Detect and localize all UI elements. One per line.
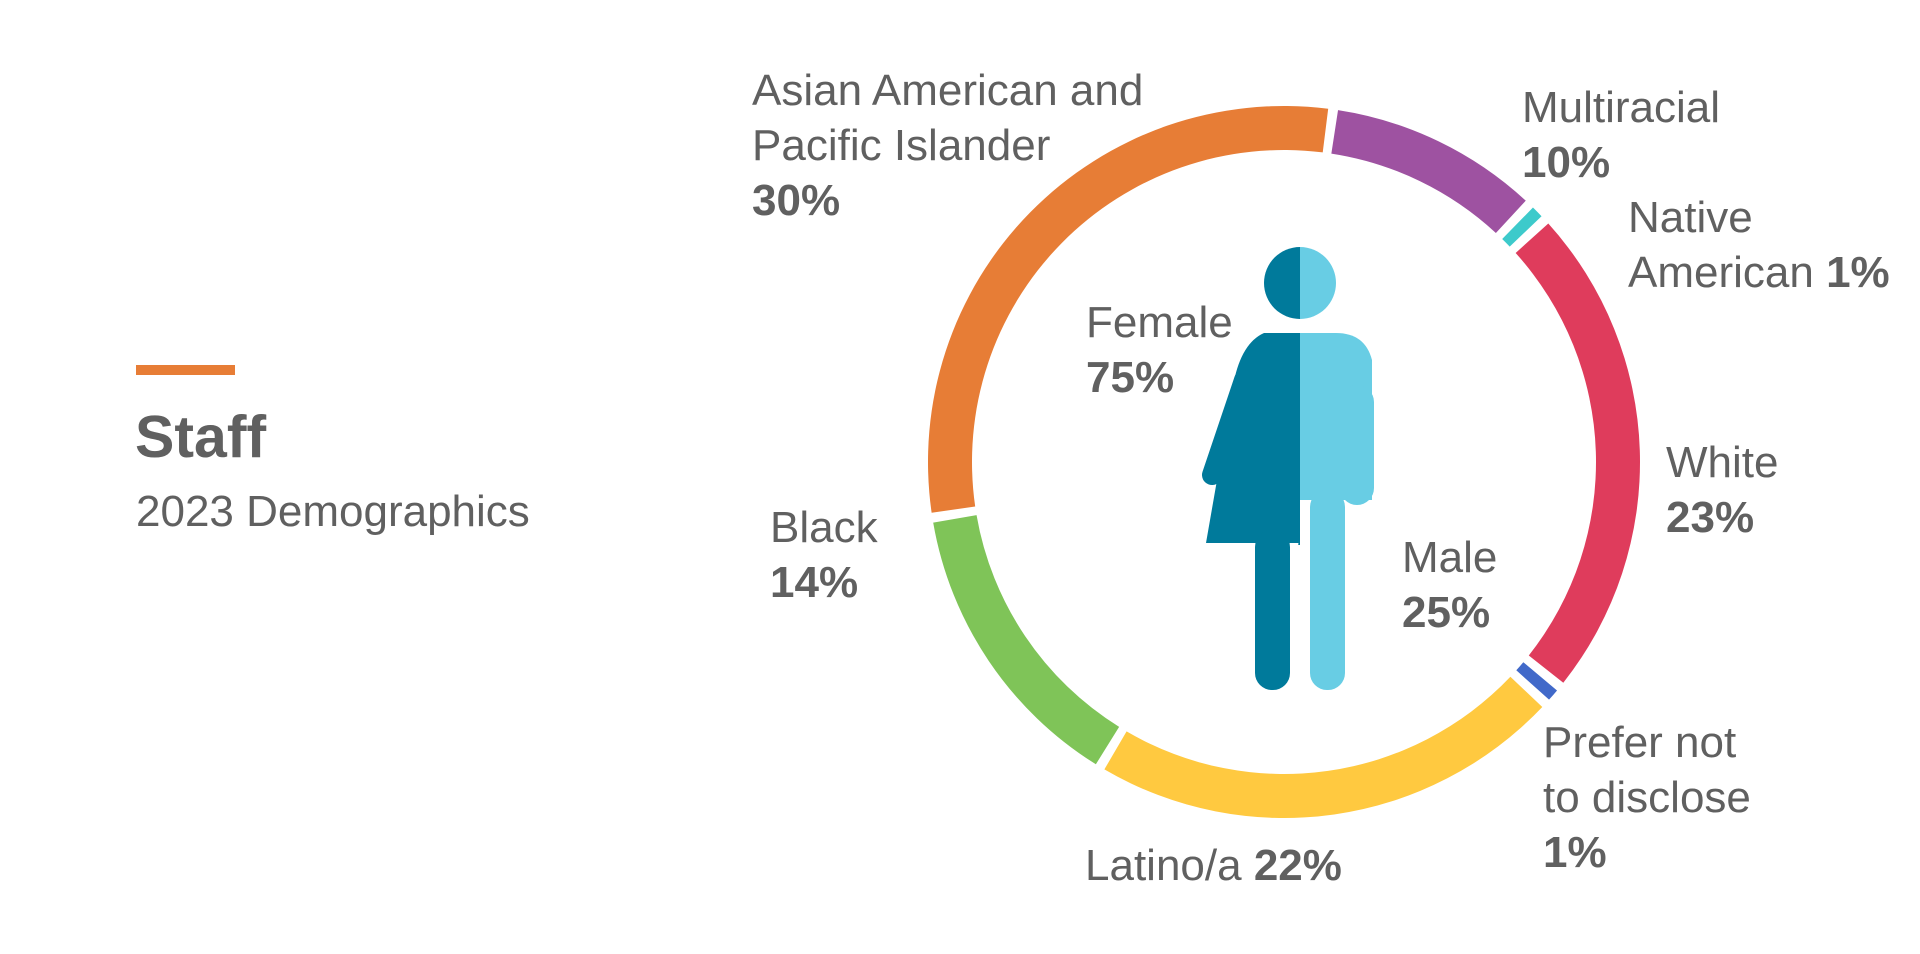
label-aapi-line1: Asian American and [752, 66, 1144, 115]
label-male-name: Male [1402, 533, 1498, 582]
label-aapi: Asian American and Pacific Islander 30% [752, 63, 1143, 228]
page-title: Staff [135, 404, 267, 470]
label-prefer-value: 1% [1543, 828, 1607, 877]
label-multiracial: Multiracial 10% [1522, 80, 1720, 190]
label-aapi-line2: Pacific Islander [752, 121, 1051, 170]
label-female-value: 75% [1086, 353, 1175, 402]
label-multiracial-name: Multiracial [1522, 83, 1721, 132]
label-latino-name: Latino/a [1085, 841, 1242, 890]
ring-segment-latino-a [1104, 676, 1543, 818]
ring-segments [928, 105, 1641, 818]
label-female: Female 75% [1086, 295, 1233, 405]
page-subtitle: 2023 Demographics [136, 487, 530, 536]
label-native-line2: American [1628, 248, 1814, 297]
female-half-icon [1202, 247, 1300, 690]
ring-segment-asian-american-and-pacific-islander [928, 105, 1329, 513]
ring-segment-white [1515, 223, 1641, 683]
label-prefer-line1: Prefer not [1543, 718, 1737, 767]
label-latino: Latino/a 22% [1085, 838, 1342, 893]
label-prefer-not: Prefer not to disclose 1% [1543, 715, 1751, 880]
ring-segment-black [933, 515, 1120, 765]
male-half-icon [1300, 247, 1374, 690]
ring-segment-native-american [1502, 207, 1542, 247]
label-latino-value: 22% [1253, 841, 1342, 890]
label-multiracial-value: 10% [1522, 138, 1611, 187]
accent-bar [136, 365, 235, 375]
label-black-value: 14% [770, 558, 859, 607]
label-prefer-line2: to disclose [1543, 773, 1751, 822]
label-black: Black 14% [770, 500, 878, 610]
label-black-name: Black [770, 503, 878, 552]
label-aapi-value: 30% [752, 176, 841, 225]
ring-segment-prefer-not-to-disclose [1516, 662, 1558, 700]
label-white: White 23% [1666, 435, 1778, 545]
label-native-american: Native American 1% [1628, 190, 1890, 300]
label-native-value: 1% [1826, 248, 1890, 297]
label-white-name: White [1666, 438, 1779, 487]
label-female-name: Female [1086, 298, 1233, 347]
gender-figure-icon [1202, 247, 1374, 695]
label-white-value: 23% [1666, 493, 1755, 542]
label-native-line1: Native [1628, 193, 1753, 242]
ring-segment-multiracial [1331, 110, 1526, 233]
label-male-value: 25% [1402, 588, 1491, 637]
label-male: Male 25% [1402, 530, 1497, 640]
